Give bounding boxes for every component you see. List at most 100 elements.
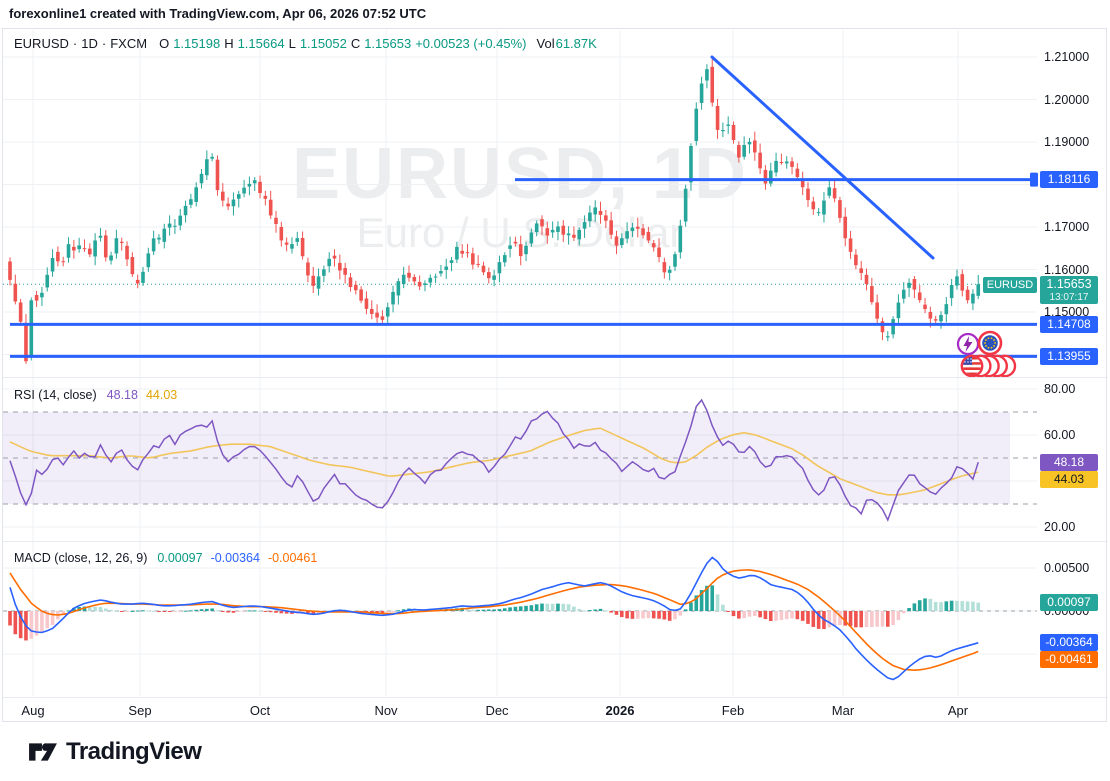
- lightning-eu-flag-sticker[interactable]: [956, 330, 1003, 356]
- legend-symbol[interactable]: EURUSD: [14, 36, 69, 51]
- candle-body: [354, 284, 358, 291]
- candle-body: [939, 314, 943, 322]
- us-flag-multiply-sticker[interactable]: [960, 354, 1017, 378]
- time-axis-label[interactable]: Dec: [485, 703, 509, 718]
- candle-body: [359, 289, 363, 301]
- macd-bar: [561, 603, 566, 611]
- candle-body: [747, 141, 752, 145]
- macd-bar: [34, 611, 39, 636]
- macd-bar: [178, 611, 183, 612]
- chart-frame: [2, 28, 1107, 722]
- legend-exchange[interactable]: FXCM: [110, 36, 148, 51]
- macd-bar: [880, 611, 885, 627]
- macd-bar: [375, 611, 379, 613]
- candle-body: [401, 274, 406, 285]
- macd-bar: [566, 604, 571, 611]
- macd-bar: [45, 611, 50, 629]
- pane-separator[interactable]: [2, 541, 1108, 542]
- price-level-badge: 1.14708: [1040, 315, 1098, 333]
- macd-bar: [944, 601, 949, 611]
- macd-bar: [917, 600, 922, 611]
- legend-interval[interactable]: 1D: [81, 36, 98, 51]
- tradingview-logo[interactable]: TradingView: [28, 738, 202, 766]
- macd-bar: [864, 611, 869, 628]
- macd-bar: [827, 611, 832, 628]
- macd-bar: [816, 611, 821, 629]
- candle-body: [29, 300, 34, 357]
- candle-body: [194, 187, 198, 202]
- macd-bar: [790, 611, 794, 619]
- macd-value-badge: -0.00461: [1040, 651, 1098, 668]
- candle-body: [173, 225, 177, 227]
- macd-histogram: [8, 585, 981, 641]
- candle-body: [417, 281, 422, 287]
- candle-body: [311, 275, 316, 286]
- candle-body: [577, 229, 582, 240]
- candle-body: [827, 187, 832, 196]
- macd-bar: [465, 608, 470, 611]
- time-axis-label[interactable]: Sep: [128, 703, 152, 718]
- macd-bar: [598, 608, 603, 611]
- candle-body: [699, 83, 704, 103]
- macd-bar: [683, 609, 688, 611]
- candle-body: [838, 200, 842, 218]
- candle-body: [854, 254, 858, 266]
- price-axis-label: 1.20000: [1044, 92, 1090, 107]
- macd-bar: [971, 601, 975, 611]
- candle-body: [806, 188, 810, 201]
- eu-star-dot: [990, 337, 993, 340]
- candle-body: [742, 145, 746, 157]
- macd-title[interactable]: MACD (close, 12, 26, 9): [14, 551, 148, 565]
- macd-bar: [870, 611, 874, 628]
- candle-body: [40, 292, 44, 298]
- candle-body: [768, 170, 773, 184]
- candle-body: [832, 188, 837, 199]
- macd-axis-label: 0.00500: [1044, 561, 1090, 575]
- macd-bar: [513, 606, 518, 611]
- macd-bar: [385, 611, 390, 613]
- candle-body: [620, 238, 624, 245]
- candle-body: [715, 105, 720, 130]
- macd-bar: [747, 611, 752, 617]
- candle-body: [45, 274, 50, 288]
- level-line-handle[interactable]: [1030, 172, 1038, 187]
- macd-bar: [157, 611, 161, 612]
- macd-bar: [279, 611, 284, 614]
- candle-body: [114, 238, 119, 254]
- candle-body: [189, 199, 193, 205]
- pane-separator[interactable]: [2, 377, 1108, 378]
- candle-body: [125, 245, 129, 260]
- macd-bar: [731, 611, 736, 617]
- rsi-title[interactable]: RSI (14, close): [14, 388, 97, 402]
- time-axis-label[interactable]: Aug: [21, 703, 45, 718]
- time-axis-label[interactable]: Oct: [249, 703, 271, 718]
- time-axis-label[interactable]: 2026: [605, 703, 635, 718]
- macd-bar: [380, 611, 385, 613]
- legend-separator: ·: [72, 36, 78, 51]
- candle-body: [779, 161, 784, 163]
- time-axis-label[interactable]: Mar: [831, 703, 855, 718]
- candle-body: [109, 255, 113, 261]
- ohlc-close-label: C: [350, 36, 361, 51]
- macd-bar: [811, 611, 816, 627]
- macd-bar: [604, 610, 608, 612]
- macd-bar: [50, 611, 55, 625]
- candle-body: [210, 156, 214, 159]
- downtrend-line[interactable]: [710, 55, 935, 260]
- candle-body: [93, 240, 97, 257]
- candle-body: [290, 244, 294, 249]
- time-axis-label[interactable]: Nov: [374, 703, 398, 718]
- us-stripe: [963, 364, 981, 368]
- time-axis-label[interactable]: Apr: [947, 703, 969, 718]
- candle-body: [252, 180, 257, 184]
- macd-bar: [141, 610, 145, 612]
- macd-bar: [540, 603, 544, 611]
- time-axis-label[interactable]: Feb: [721, 703, 745, 718]
- candle-body: [295, 238, 300, 242]
- macd-bar: [901, 611, 906, 614]
- candle-body: [231, 199, 236, 207]
- candle-body: [737, 145, 741, 158]
- candle-body: [928, 311, 933, 319]
- candle-body: [72, 246, 76, 251]
